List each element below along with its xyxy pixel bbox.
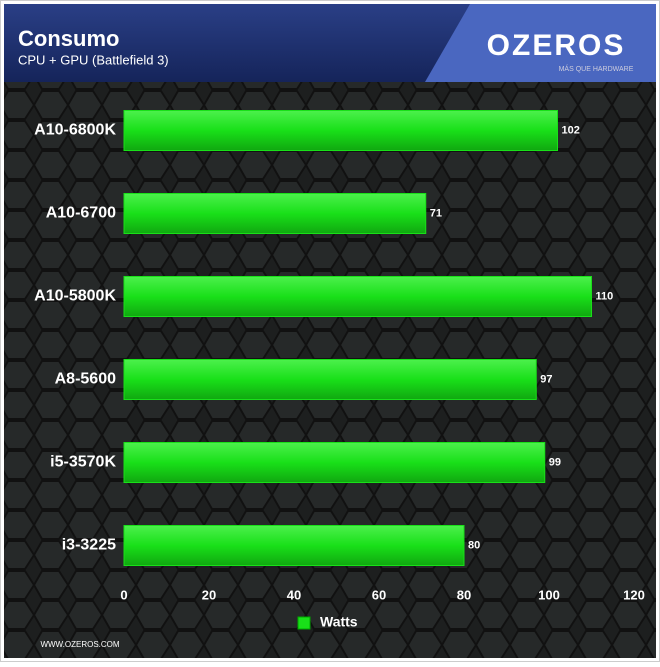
value-label: 71 bbox=[430, 207, 442, 219]
value-label: 80 bbox=[468, 539, 480, 551]
x-tick-label: 100 bbox=[538, 587, 560, 602]
value-label: 99 bbox=[549, 456, 561, 468]
header-accent bbox=[425, 4, 656, 82]
x-tick-label: 20 bbox=[202, 587, 216, 602]
y-tick-label: i5-3570K bbox=[50, 454, 116, 471]
y-tick-label: A10-6700 bbox=[46, 205, 116, 222]
value-label: 110 bbox=[596, 290, 614, 302]
x-tick-label: 0 bbox=[120, 587, 127, 602]
legend-label: Watts bbox=[320, 614, 358, 630]
website: WWW.OZEROS.COM bbox=[40, 640, 119, 649]
x-tick-label: 120 bbox=[623, 587, 645, 602]
y-tick-label: A10-5800K bbox=[34, 288, 116, 305]
x-tick-label: 60 bbox=[372, 587, 386, 602]
chart-title: Consumo bbox=[18, 26, 119, 51]
brand-logo: OZEROS bbox=[487, 29, 626, 62]
x-tick-label: 80 bbox=[457, 587, 471, 602]
bar bbox=[123, 110, 558, 151]
value-label: 102 bbox=[562, 124, 580, 136]
y-tick-label: i3-3225 bbox=[62, 537, 116, 554]
legend-swatch bbox=[297, 616, 311, 630]
x-tick-label: 40 bbox=[287, 587, 301, 602]
bar bbox=[123, 359, 537, 400]
bar bbox=[123, 442, 546, 483]
bar bbox=[123, 525, 465, 566]
chart-subtitle: CPU + GPU (Battlefield 3) bbox=[18, 52, 169, 67]
bar bbox=[123, 276, 592, 317]
brand-tagline: MÁS QUE HARDWARE bbox=[559, 64, 634, 73]
y-tick-label: A8-5600 bbox=[55, 371, 116, 388]
value-label: 97 bbox=[540, 373, 552, 385]
bar bbox=[123, 193, 427, 234]
y-tick-label: A10-6800K bbox=[34, 122, 116, 139]
